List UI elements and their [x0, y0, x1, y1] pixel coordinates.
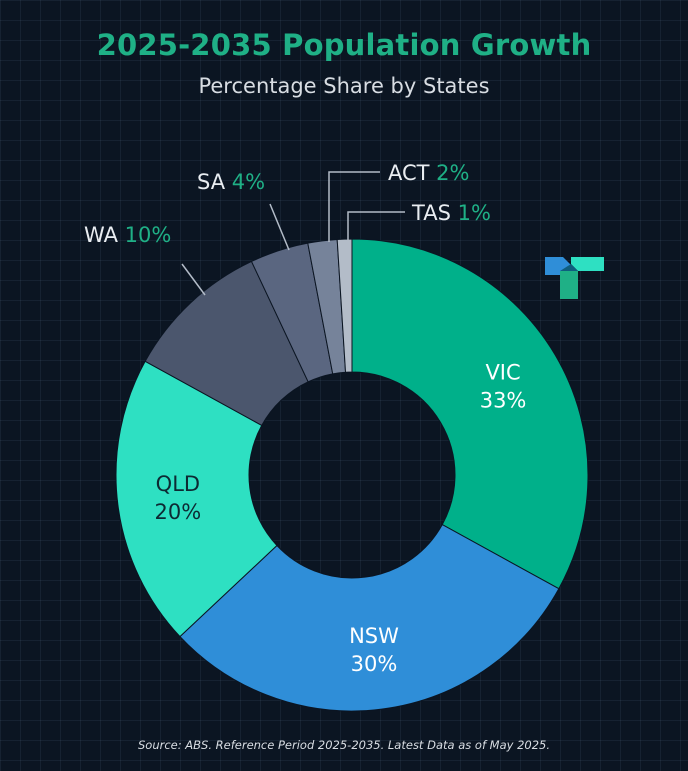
- slice-vic: [351, 238, 589, 590]
- slice-label-nsw: NSW: [349, 624, 399, 648]
- slice-name-tas: TAS: [411, 201, 458, 225]
- leader-line-act: [328, 171, 380, 242]
- slice-value-vic: 33%: [480, 389, 527, 413]
- leader-line-sa: [269, 203, 290, 251]
- brand-logo-icon: [545, 257, 604, 299]
- leader-lines: [181, 171, 405, 296]
- slice-qld: [115, 360, 278, 638]
- slice-value-qld: 20%: [155, 500, 202, 524]
- slice-label-sa: SA 4%: [197, 170, 265, 194]
- chart-title: 2025-2035 Population Growth: [96, 28, 592, 62]
- slice-label-tas: TAS 1%: [411, 201, 491, 225]
- slice-name-sa: SA: [197, 170, 232, 194]
- slice-tas: [336, 238, 353, 373]
- slice-labels: VIC 33% NSW 30% QLD 20% WA 10% SA 4% ACT 2% TAS 1…: [84, 161, 526, 676]
- slice-name-wa: WA: [84, 223, 125, 247]
- leader-line-wa: [181, 263, 206, 296]
- slice-value-sa: 4%: [232, 170, 265, 194]
- chart-subtitle: Percentage Share by States: [198, 74, 490, 98]
- slice-value-wa: 10%: [125, 223, 172, 247]
- slice-label-act: ACT 2%: [388, 161, 470, 185]
- slice-label-qld: QLD: [156, 472, 200, 496]
- slice-name-act: ACT: [388, 161, 436, 185]
- slice-value-tas: 1%: [458, 201, 491, 225]
- donut-slices: [115, 238, 589, 712]
- leader-line-tas: [347, 211, 405, 240]
- slice-value-nsw: 30%: [351, 652, 398, 676]
- slice-nsw: [179, 523, 560, 712]
- slice-value-act: 2%: [436, 161, 469, 185]
- slice-label-vic: VIC: [485, 361, 520, 385]
- source-note: Source: ABS. Reference Period 2025-2035.…: [138, 738, 550, 752]
- slice-label-wa: WA 10%: [84, 223, 171, 247]
